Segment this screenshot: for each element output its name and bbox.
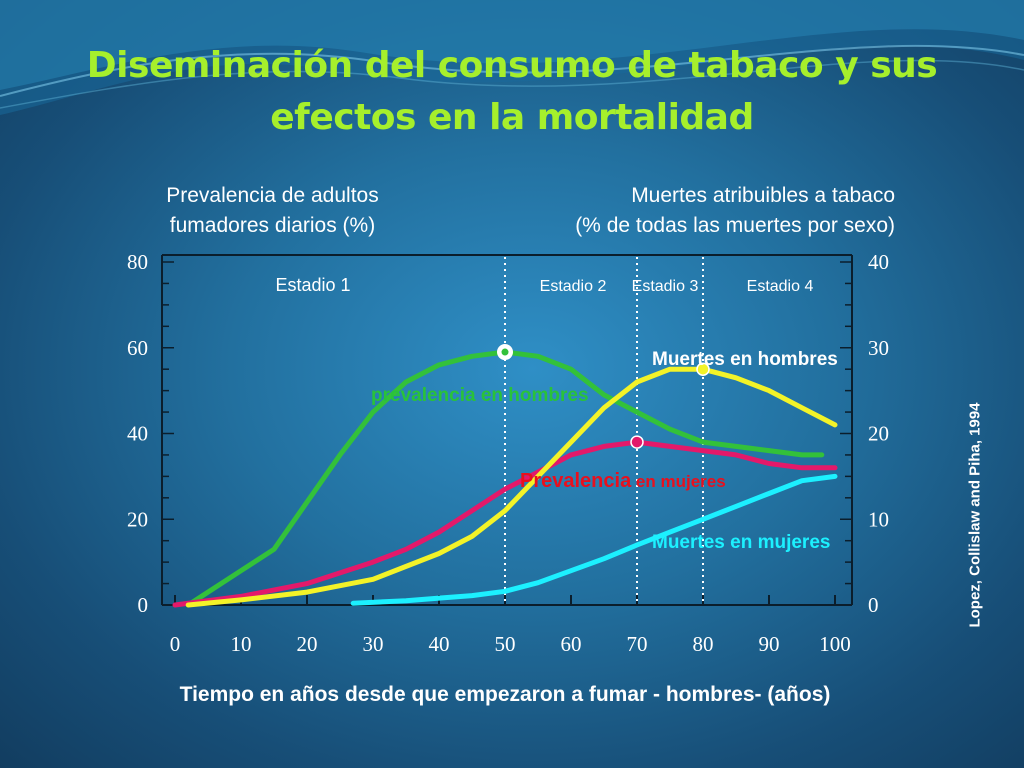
series-line (185, 366, 838, 608)
series-label-prevalencia-mujeres: Prevalencia en mujeres (520, 470, 726, 492)
series-label-muertes-hombres: Muertes en hombres (652, 349, 838, 370)
left-axis-tick-label: 80 (127, 250, 148, 274)
series-line (350, 473, 838, 606)
right-axis-tick-label: 20 (868, 422, 889, 446)
left-axis-tick-label: 60 (127, 336, 148, 360)
peak-marker (696, 362, 710, 376)
x-axis-tick-label: 100 (819, 632, 851, 656)
left-axis-header-line-1: Prevalencia de adultos (166, 184, 379, 207)
series-label-muertes-mujeres: Muertes en mujeres (652, 532, 830, 553)
slide-title: Diseminación del consumo de tabaco y sus… (86, 45, 938, 138)
left-axis-tick-label: 20 (127, 507, 148, 531)
right-axis-header-line-1: Muertes atribuibles a tabaco (631, 184, 895, 207)
peak-marker-center (501, 348, 509, 356)
header-wave-decoration (0, 0, 1024, 115)
stage-label: Estadio 4 (747, 278, 814, 295)
series-line (172, 439, 838, 608)
left-axis-tick-label: 0 (138, 593, 149, 617)
x-axis-title: Tiempo en años desde que empezaron a fum… (179, 683, 831, 706)
x-axis-tick-label: 80 (693, 632, 714, 656)
x-axis-tick-label: 40 (429, 632, 450, 656)
stage-label: Estadio 3 (632, 278, 699, 295)
right-axis-header: Muertes atribuibles a tabaco (% de todas… (455, 181, 895, 241)
x-axis-tick-label: 10 (231, 632, 252, 656)
x-axis-tick-label: 30 (363, 632, 384, 656)
left-axis-tick-label: 40 (127, 422, 148, 446)
right-axis-tick-label: 0 (868, 593, 879, 617)
x-axis-tick-label: 20 (297, 632, 318, 656)
x-axis-tick-label: 70 (627, 632, 648, 656)
source-citation: Lopez, Collislaw and Piha, 1994 (966, 402, 984, 628)
left-axis-header-line-2: fumadores diarios (%) (169, 214, 376, 237)
right-axis-tick-label: 40 (868, 250, 889, 274)
right-axis-header-line-2: (% de todas las muertes por sexo) (575, 214, 895, 237)
right-axis-tick-label: 30 (868, 336, 889, 360)
x-axis-tick-label: 50 (495, 632, 516, 656)
right-axis-tick-label: 10 (868, 507, 889, 531)
stage-label: Estadio 1 (275, 275, 350, 295)
peak-marker (630, 435, 644, 449)
left-axis-header: Prevalencia de adultos fumadores diarios… (120, 181, 425, 241)
x-axis-tick-label: 60 (561, 632, 582, 656)
series-line (185, 349, 825, 608)
stage-label: Estadio 2 (540, 278, 607, 295)
x-axis-tick-label: 0 (170, 632, 181, 656)
series-label-prevalencia-hombres: prevalencia en hombres (371, 385, 589, 406)
x-axis-tick-label: 90 (759, 632, 780, 656)
